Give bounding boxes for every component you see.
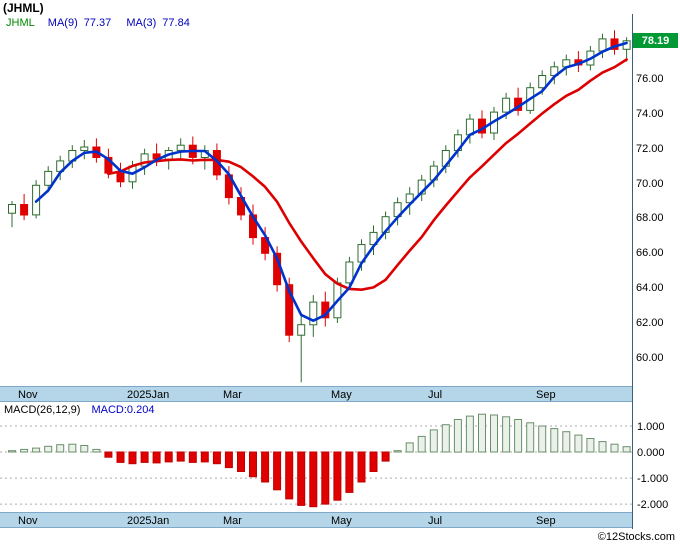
price-tick-label: 60.00 [636, 352, 664, 364]
price-tick-label: 72.00 [636, 143, 664, 155]
macd-chart-svg: 1.000 0.000 -1.000 -2.000 [0, 413, 668, 511]
legend-symbol: JHML [6, 17, 35, 29]
date-tick-label: Mar [223, 515, 242, 527]
legend-ma9: MA(9) 77.37 [48, 17, 111, 29]
price-tick-label: 62.00 [636, 317, 664, 329]
legend-ma3-value: 77.84 [162, 17, 190, 29]
price-chart-svg [8, 30, 631, 383]
macd-legend: MACD(26,12,9) MACD:0.204 [4, 404, 154, 416]
date-tick-label: 2025Jan [127, 389, 170, 401]
date-tick-label: Nov [18, 515, 38, 527]
date-tick-label: Sep [536, 515, 556, 527]
legend-ma3: MA(3) 77.84 [126, 17, 189, 29]
date-axis-bottom: Nov 2025Jan Mar May Jul Sep [0, 512, 633, 528]
price-tick-label: 76.00 [636, 73, 664, 85]
date-axis-top: Nov 2025Jan Mar May Jul Sep [0, 386, 633, 402]
date-tick-label: Jul [428, 389, 443, 401]
date-tick-label: Sep [536, 389, 556, 401]
axis-separator-line [632, 14, 633, 529]
footer-credit-link[interactable]: ©12Stocks.com [597, 531, 675, 543]
last-price-badge: 78.19 [633, 33, 678, 48]
price-tick-label: 66.00 [636, 247, 664, 259]
date-tick-label: Jul [428, 515, 443, 527]
date-tick-label: 2025Jan [127, 515, 170, 527]
macd-value-label: MACD:0.204 [91, 404, 155, 416]
date-tick-label: May [331, 515, 352, 527]
macd-params-label: MACD(26,12,9) [4, 404, 81, 416]
date-tick-label: May [331, 389, 352, 401]
legend-ma9-value: 77.37 [83, 17, 112, 29]
price-tick-label: 68.00 [636, 212, 664, 224]
date-tick-label: Mar [223, 389, 242, 401]
price-tick-label: 74.00 [636, 108, 664, 120]
svg-text:-1.000: -1.000 [637, 473, 668, 485]
chart-legend: JHML MA(9) 77.37 MA(3) 77.84 [6, 17, 202, 29]
date-tick-label: Nov [18, 389, 38, 401]
footer: ©12Stocks.com [598, 531, 675, 543]
chart-title: (JHML) [3, 1, 44, 15]
price-tick-label: 64.00 [636, 282, 664, 294]
svg-text:-2.000: -2.000 [637, 499, 668, 511]
svg-text:1.000: 1.000 [637, 421, 665, 433]
legend-ma3-label: MA(3) [126, 17, 157, 29]
price-axis-labels: 76.00 74.00 72.00 70.00 68.00 66.00 64.00 62.00… [636, 0, 680, 386]
legend-ma9-label: MA(9) [47, 17, 78, 29]
price-tick-label: 70.00 [636, 178, 664, 190]
svg-text:0.000: 0.000 [637, 447, 665, 459]
last-price-value: 78.19 [641, 34, 670, 47]
